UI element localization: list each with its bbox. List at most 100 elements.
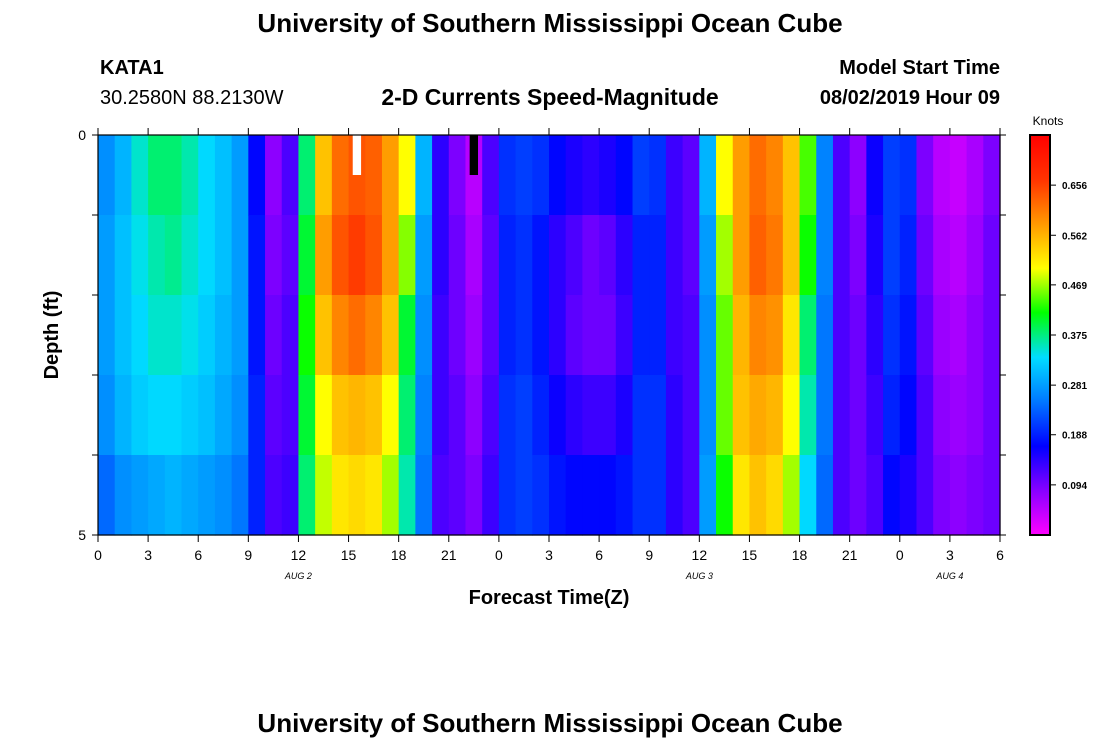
heatmap-cell	[682, 375, 700, 456]
heatmap-cell	[899, 295, 918, 376]
heatmap-cell	[899, 135, 918, 216]
heatmap-cell	[549, 295, 567, 376]
heatmap-cell	[164, 375, 183, 456]
heatmap-cell	[916, 375, 934, 456]
heatmap-cell	[849, 295, 867, 376]
heatmap-cell	[716, 455, 734, 536]
heatmap-cell	[281, 135, 300, 216]
heatmap-cell	[164, 295, 183, 376]
station-coordinates: 30.2580N 88.2130W	[100, 87, 284, 109]
heatmap-cell	[883, 455, 901, 536]
heatmap-cell	[782, 215, 801, 296]
heatmap-cell	[983, 135, 1001, 216]
heatmap-cell	[498, 455, 517, 536]
heatmap-cell	[348, 295, 366, 376]
heatmap-cell	[131, 295, 149, 376]
heatmap-cell	[298, 215, 316, 296]
colorbar-ticks: 0.656 0.562 0.469 0.375 0.281 0.188 0.094	[1050, 181, 1087, 492]
heatmap-cell	[131, 455, 149, 536]
heatmap-cell	[966, 295, 984, 376]
heatmap-cell	[949, 135, 968, 216]
heatmap-cell	[98, 215, 116, 296]
heatmap-cell	[515, 135, 533, 216]
heatmap-cell	[949, 455, 968, 536]
heatmap-cell	[682, 135, 700, 216]
heatmap-cell	[265, 215, 283, 296]
heatmap-cell	[231, 295, 249, 376]
x-tick-label: 12	[692, 547, 708, 563]
heatmap-cell	[866, 215, 884, 296]
heatmap-cell	[849, 455, 867, 536]
heatmap-cell	[448, 375, 467, 456]
x-tick-label: 0	[495, 547, 503, 563]
page-title: University of Southern Mississippi Ocean…	[257, 8, 843, 38]
heatmap-cell	[532, 215, 550, 296]
heatmap-cell	[331, 455, 350, 536]
heatmap-cell	[849, 135, 867, 216]
x-tick-label: 6	[194, 547, 202, 563]
heatmap-cell	[832, 135, 851, 216]
heatmap-cell	[298, 295, 316, 376]
heatmap-cell	[214, 375, 233, 456]
heatmap-cell	[248, 375, 266, 456]
heatmap-cell	[98, 135, 116, 216]
heatmap-cell	[816, 455, 834, 536]
heatmap-cell	[632, 215, 650, 296]
heatmap-cell	[732, 135, 751, 216]
model-start-time: 08/02/2019 Hour 09	[819, 87, 1000, 109]
heatmap-cell	[281, 295, 300, 376]
date-labels: AUG 2 AUG 3 AUG 4	[284, 571, 963, 581]
heatmap-cell	[966, 135, 984, 216]
heatmap-cell	[883, 375, 901, 456]
heatmap-cell	[916, 215, 934, 296]
heatmap-cell	[582, 135, 600, 216]
heatmap-cell	[716, 375, 734, 456]
heatmap-cell	[632, 375, 650, 456]
heatmap-cell	[565, 455, 583, 536]
colorbar-tick-label: 0.562	[1062, 231, 1087, 242]
heatmap-cell	[164, 135, 183, 216]
heatmap-cell	[515, 455, 533, 536]
heatmap-cell	[482, 215, 500, 296]
heatmap-cell	[699, 375, 717, 456]
model-start-label: Model Start Time	[839, 57, 1000, 79]
heatmap-cell	[498, 135, 517, 216]
heatmap-cell	[665, 135, 684, 216]
heatmap-cell	[448, 455, 467, 536]
colorbar-tick-label: 0.375	[1062, 331, 1087, 342]
heatmap-cell	[532, 375, 550, 456]
date-label: AUG 4	[935, 571, 963, 581]
heatmap-cell	[498, 295, 517, 376]
heatmap-cell	[716, 215, 734, 296]
x-tick-label: 18	[792, 547, 808, 563]
heatmap-cell	[465, 295, 483, 376]
heatmap-cell	[315, 455, 333, 536]
heatmap-cell	[615, 215, 634, 296]
heatmap-cell	[615, 455, 634, 536]
heatmap-cell	[532, 455, 550, 536]
heatmap-cell	[98, 375, 116, 456]
x-tick-label: 3	[144, 547, 152, 563]
x-tick-label: 12	[291, 547, 307, 563]
heatmap-cell	[248, 295, 266, 376]
heatmap-cell	[265, 375, 283, 456]
heatmap-cell	[131, 135, 149, 216]
heatmap-cell	[632, 135, 650, 216]
heatmap-cell	[114, 215, 132, 296]
heatmap-cell	[331, 215, 350, 296]
heatmap-cell	[933, 375, 951, 456]
heatmap-cell	[265, 455, 283, 536]
heatmap-cell	[415, 455, 433, 536]
heatmap-cell	[331, 375, 350, 456]
heatmap-cell	[365, 215, 383, 296]
heatmap-cell	[348, 455, 366, 536]
heatmap-cell	[198, 215, 216, 296]
heatmap-cell	[248, 455, 266, 536]
heatmap-cell	[331, 295, 350, 376]
heatmap-cell	[114, 375, 132, 456]
heatmap-cell	[515, 375, 533, 456]
heatmap-cell	[565, 295, 583, 376]
heatmap-cell	[749, 135, 767, 216]
heatmap-cell	[632, 455, 650, 536]
heatmap-cell	[549, 375, 567, 456]
